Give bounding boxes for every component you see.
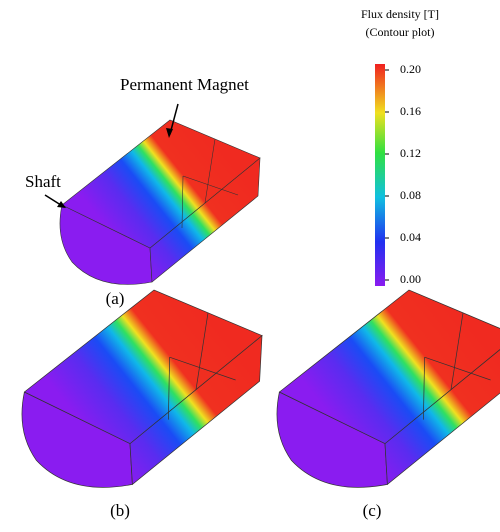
panel-label: (b) [110,501,130,520]
panel-c-model [277,290,500,487]
panel-a-model [60,120,260,285]
tick-label: 0.12 [400,146,421,160]
panel-b-model [22,290,262,487]
tick-label: 0.04 [400,230,421,244]
tick-label: 0.20 [400,62,421,76]
magnet-label: Permanent Magnet [120,75,249,94]
panel-label: (c) [363,501,382,520]
tick-label: 0.08 [400,188,421,202]
shaft-label: Shaft [25,172,61,191]
colorbar [375,64,385,286]
figure: Shaft Permanent Magnet (a) (b) (c) Flux … [0,0,500,527]
colorbar-title: Flux density [T] [361,7,439,21]
tick-label: 0.16 [400,104,421,118]
tick-label: 0.00 [400,272,421,286]
colorbar-title: (Contour plot) [366,25,435,39]
panel-label: (a) [106,289,125,308]
